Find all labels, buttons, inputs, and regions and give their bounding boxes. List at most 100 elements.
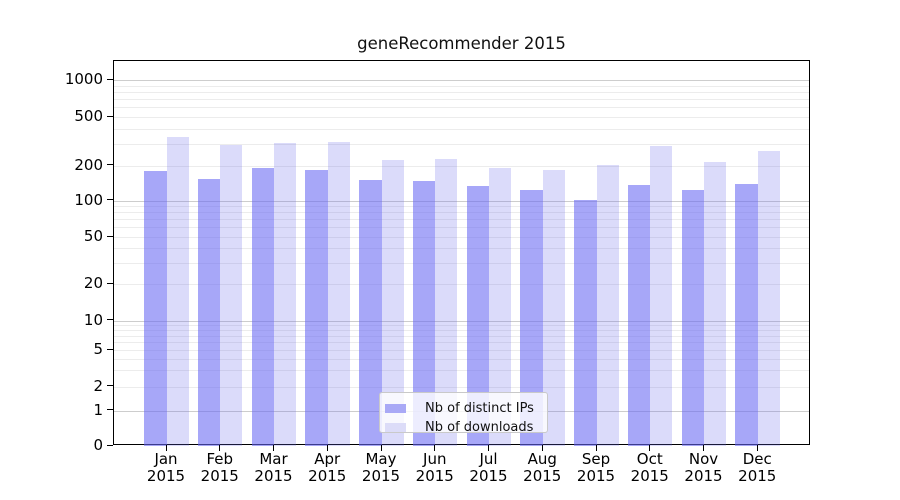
x-tick-month: Oct: [636, 450, 663, 468]
bar-distinct-ips-sep: [574, 199, 597, 446]
x-tick-label-dec: Dec 2015: [725, 451, 789, 485]
bar-downloads-jul: [489, 168, 511, 446]
y-tick-mark: [107, 409, 113, 411]
y-tick-mark: [107, 115, 113, 117]
bar-downloads-dec: [757, 151, 780, 446]
bar-downloads-may: [381, 159, 404, 446]
legend-row-downloads: Nb of downloads: [385, 418, 539, 437]
y-gridline-major: [114, 320, 809, 322]
x-tick-label-jul: Jul 2015: [457, 451, 521, 485]
y-tick-label: 20: [83, 274, 103, 292]
bar-distinct-ips-aug: [520, 189, 543, 446]
x-tick-month: Nov: [688, 450, 719, 468]
y-gridline-minor: [114, 165, 809, 167]
x-tick-year: 2015: [254, 467, 293, 485]
bar-distinct-ips-jun: [412, 181, 436, 446]
x-tick-label-aug: Aug 2015: [510, 451, 574, 485]
bar-distinct-ips-jan: [144, 171, 167, 446]
plot-area: [113, 60, 810, 446]
bar-downloads-sep: [596, 164, 619, 446]
y-gridline-minor: [114, 91, 809, 93]
bar-downloads-nov: [704, 161, 726, 446]
x-tick-month: Mar: [259, 450, 288, 468]
legend-swatch-distinct-ips-icon: [385, 404, 406, 413]
legend-swatch-downloads-icon: [385, 423, 406, 432]
x-tick-year: 2015: [146, 467, 186, 485]
legend-label-downloads: Nb of downloads: [425, 420, 534, 435]
y-gridline-minor: [114, 284, 809, 285]
y-tick-mark: [107, 78, 113, 80]
y-gridline-minor: [114, 85, 809, 87]
y-gridline-minor: [114, 358, 809, 360]
bar-downloads-jan: [166, 137, 189, 446]
x-tick-label-apr: Apr 2015: [295, 451, 359, 485]
y-tick-mark: [107, 282, 113, 284]
y-gridline-minor: [114, 117, 809, 118]
x-tick-month: Sep: [581, 450, 611, 468]
y-tick-label: 2: [93, 376, 103, 395]
y-gridline-minor: [114, 248, 809, 250]
bar-distinct-ips-oct: [627, 184, 651, 446]
y-gridline-minor: [114, 227, 809, 229]
y-gridline-minor: [114, 212, 809, 214]
y-tick-label: 1000: [64, 70, 103, 88]
x-tick-month: Aug: [527, 450, 557, 468]
y-tick-mark: [107, 385, 113, 387]
bar-distinct-ips-feb: [197, 178, 221, 446]
x-tick-mark: [326, 445, 328, 451]
x-tick-month: Jun: [423, 450, 447, 468]
x-tick-year: 2015: [361, 467, 401, 485]
y-gridline-minor: [114, 329, 809, 331]
y-tick-label: 10: [83, 310, 103, 329]
x-tick-label-may: May 2015: [349, 451, 413, 485]
y-tick-mark: [107, 444, 113, 446]
y-gridline-minor: [114, 219, 809, 221]
x-tick-year: 2015: [684, 467, 723, 485]
y-gridline-minor: [114, 342, 809, 344]
chart-title: geneRecommender 2015: [357, 34, 566, 53]
y-gridline-major: [114, 200, 809, 202]
bar-distinct-ips-jul: [466, 186, 489, 446]
y-gridline-minor: [114, 263, 809, 265]
bar-distinct-ips-mar: [251, 168, 274, 446]
x-tick-year: 2015: [308, 467, 347, 485]
x-tick-label-feb: Feb 2015: [188, 451, 252, 485]
y-gridline-minor: [114, 335, 809, 337]
x-tick-month: Jul: [479, 450, 498, 468]
x-tick-label-oct: Oct 2015: [618, 451, 682, 485]
x-tick-mark: [165, 445, 167, 451]
x-tick-mark: [649, 445, 651, 451]
x-tick-label-mar: Mar 2015: [242, 451, 306, 485]
y-tick-label: 500: [74, 107, 103, 125]
x-tick-mark: [541, 445, 543, 451]
x-tick-mark: [434, 445, 436, 451]
y-gridline-minor: [114, 206, 809, 208]
bar-downloads-aug: [542, 169, 565, 446]
x-tick-year: 2015: [738, 467, 777, 485]
y-gridline-minor: [114, 350, 809, 351]
y-tick-mark: [107, 199, 113, 201]
bar-downloads-oct: [650, 146, 673, 446]
y-gridline-minor: [114, 237, 809, 238]
y-gridline-minor: [114, 128, 809, 130]
x-tick-year: 2015: [523, 467, 562, 485]
bar-distinct-ips-nov: [681, 190, 704, 446]
x-tick-month: Jan: [154, 450, 178, 468]
y-tick-mark: [107, 164, 113, 166]
y-tick-label: 5: [93, 340, 103, 358]
bar-downloads-jun: [435, 159, 458, 446]
x-tick-month: Feb: [206, 450, 234, 468]
x-tick-label-sep: Sep 2015: [564, 451, 628, 485]
y-gridline-major: [114, 80, 809, 81]
bar-distinct-ips-may: [359, 180, 382, 446]
x-tick-year: 2015: [576, 467, 616, 485]
x-tick-label-jun: Jun 2015: [403, 451, 467, 485]
x-tick-mark: [595, 445, 597, 451]
y-tick-label: 100: [74, 190, 103, 209]
x-tick-year: 2015: [630, 467, 669, 485]
y-gridline-minor: [114, 144, 809, 146]
x-tick-label-nov: Nov 2015: [672, 451, 736, 485]
x-tick-month: May: [365, 450, 397, 468]
y-tick-label: 0: [93, 436, 103, 454]
